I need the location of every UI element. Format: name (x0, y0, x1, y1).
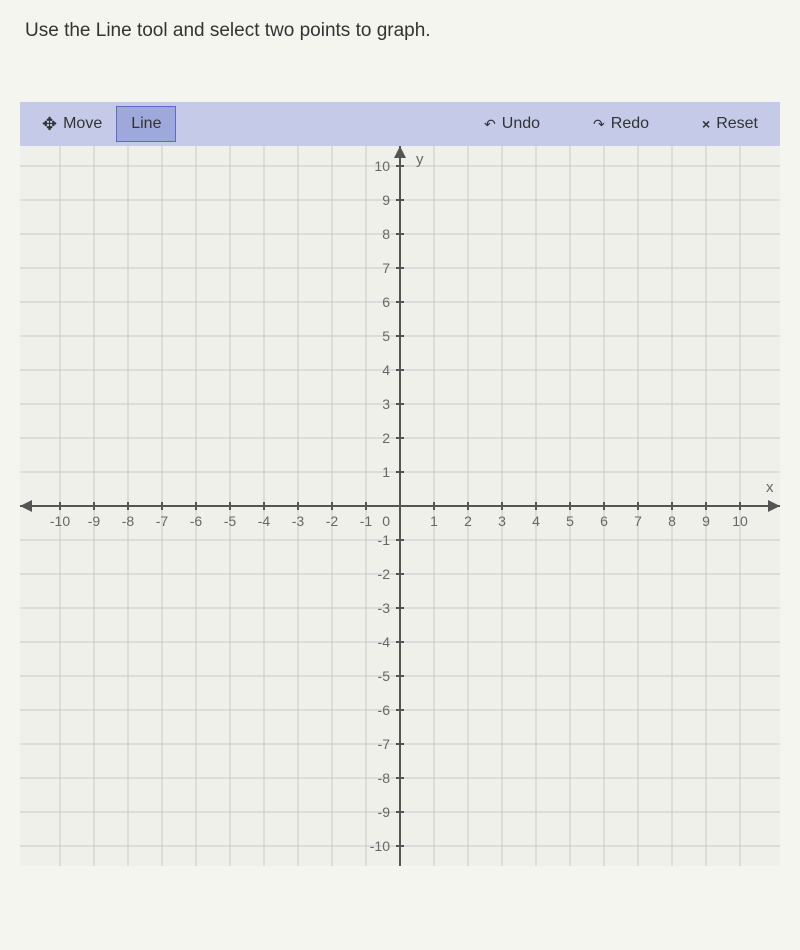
svg-text:5: 5 (382, 328, 390, 344)
svg-text:3: 3 (498, 513, 506, 529)
svg-text:8: 8 (382, 226, 390, 242)
reset-button[interactable]: × Reset (688, 107, 772, 141)
undo-button[interactable]: ↶ Undo (470, 107, 554, 141)
svg-text:-8: -8 (122, 513, 135, 529)
instruction-text: Use the Line tool and select two points … (20, 20, 780, 42)
line-button-label: Line (131, 115, 161, 133)
move-button[interactable]: ✥ Move (28, 106, 116, 143)
svg-text:0: 0 (382, 513, 390, 529)
svg-text:-7: -7 (378, 736, 391, 752)
svg-text:-9: -9 (88, 513, 101, 529)
toolbar-right-group: ↶ Undo ↷ Redo × Reset (470, 107, 772, 141)
svg-text:2: 2 (464, 513, 472, 529)
svg-text:1: 1 (382, 464, 390, 480)
svg-text:2: 2 (382, 430, 390, 446)
svg-text:-9: -9 (378, 804, 391, 820)
svg-text:-1: -1 (360, 513, 373, 529)
svg-text:x: x (766, 479, 774, 496)
svg-text:-6: -6 (190, 513, 203, 529)
reset-icon: × (702, 116, 710, 132)
svg-text:-7: -7 (156, 513, 169, 529)
redo-button[interactable]: ↷ Redo (579, 107, 663, 141)
svg-text:-8: -8 (378, 770, 391, 786)
svg-text:-6: -6 (378, 702, 391, 718)
svg-text:-5: -5 (378, 668, 391, 684)
move-icon: ✥ (42, 114, 57, 135)
svg-text:8: 8 (668, 513, 676, 529)
svg-text:-3: -3 (378, 600, 391, 616)
svg-text:y: y (416, 151, 424, 168)
svg-text:6: 6 (382, 294, 390, 310)
svg-text:-2: -2 (326, 513, 339, 529)
move-button-label: Move (63, 115, 102, 133)
svg-text:4: 4 (382, 362, 390, 378)
svg-text:-3: -3 (292, 513, 305, 529)
svg-text:-10: -10 (370, 838, 390, 854)
svg-text:10: 10 (732, 513, 748, 529)
line-button[interactable]: Line (116, 106, 176, 142)
svg-text:1: 1 (430, 513, 438, 529)
svg-text:10: 10 (374, 158, 390, 174)
svg-text:7: 7 (634, 513, 642, 529)
svg-text:7: 7 (382, 260, 390, 276)
undo-icon: ↶ (484, 116, 496, 133)
svg-text:6: 6 (600, 513, 608, 529)
toolbar-left-group: ✥ Move Line (28, 106, 176, 143)
toolbar: ✥ Move Line ↶ Undo ↷ Redo × Reset (20, 102, 780, 146)
reset-button-label: Reset (716, 115, 758, 133)
svg-text:-4: -4 (378, 634, 391, 650)
coordinate-grid[interactable]: -10-9-8-7-6-5-4-3-2-112345678910-10-9-8-… (20, 146, 780, 866)
svg-text:4: 4 (532, 513, 540, 529)
svg-text:-1: -1 (378, 532, 391, 548)
svg-text:-10: -10 (50, 513, 70, 529)
undo-button-label: Undo (502, 115, 540, 133)
svg-text:5: 5 (566, 513, 574, 529)
svg-text:-4: -4 (258, 513, 271, 529)
redo-icon: ↷ (593, 116, 605, 133)
svg-text:9: 9 (702, 513, 710, 529)
svg-text:3: 3 (382, 396, 390, 412)
svg-text:-5: -5 (224, 513, 237, 529)
svg-text:-2: -2 (378, 566, 391, 582)
svg-text:9: 9 (382, 192, 390, 208)
graph-area[interactable]: -10-9-8-7-6-5-4-3-2-112345678910-10-9-8-… (20, 146, 780, 866)
redo-button-label: Redo (611, 115, 649, 133)
